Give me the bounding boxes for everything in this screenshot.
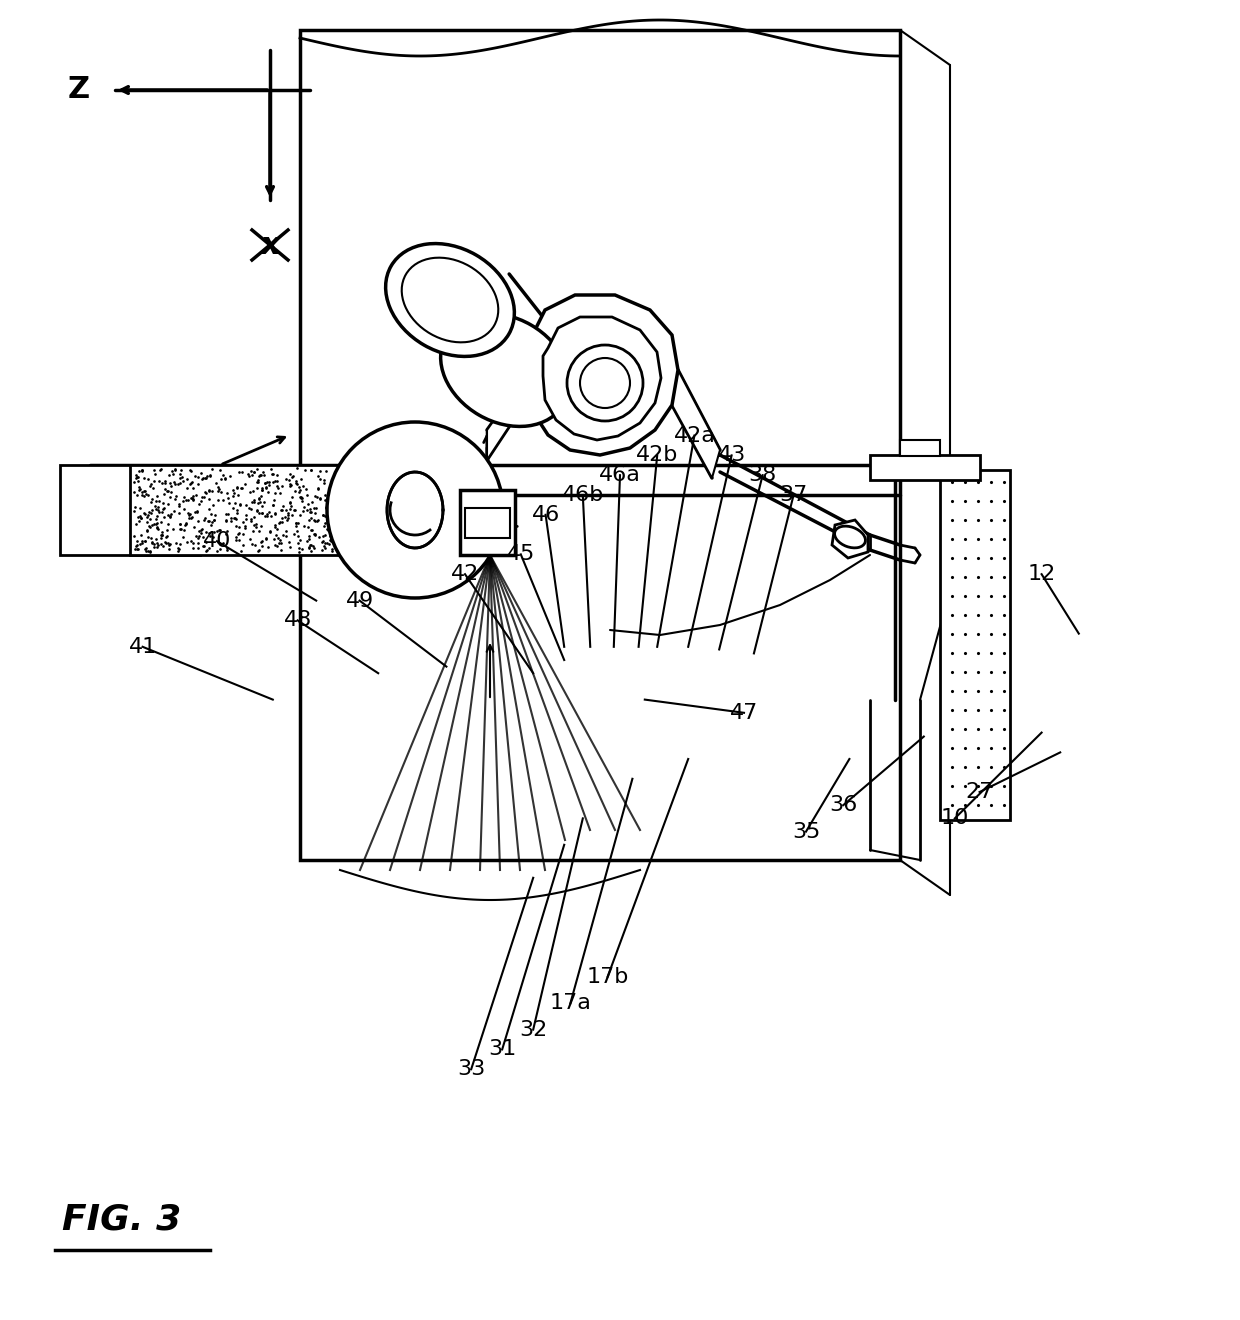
Ellipse shape xyxy=(440,314,569,426)
Text: 46a: 46a xyxy=(599,465,641,486)
Text: 47: 47 xyxy=(730,702,758,723)
Polygon shape xyxy=(460,490,515,554)
Text: 38: 38 xyxy=(749,465,776,486)
Text: x: x xyxy=(260,231,280,260)
Polygon shape xyxy=(487,370,529,459)
Polygon shape xyxy=(529,294,678,455)
Ellipse shape xyxy=(327,422,503,598)
Ellipse shape xyxy=(386,244,515,356)
Polygon shape xyxy=(465,508,510,539)
Text: 27: 27 xyxy=(966,781,993,803)
Polygon shape xyxy=(543,317,661,440)
Text: 42b: 42b xyxy=(636,445,678,466)
Text: 43: 43 xyxy=(718,445,745,466)
Text: FIG. 3: FIG. 3 xyxy=(62,1203,181,1237)
Text: 40: 40 xyxy=(203,531,231,552)
Text: 49: 49 xyxy=(346,590,373,611)
Text: 42a: 42a xyxy=(673,425,715,446)
Polygon shape xyxy=(900,440,940,455)
Text: 32: 32 xyxy=(520,1019,547,1040)
Ellipse shape xyxy=(580,358,630,408)
Text: 36: 36 xyxy=(830,795,857,816)
Ellipse shape xyxy=(402,257,498,342)
Polygon shape xyxy=(672,370,720,478)
Polygon shape xyxy=(387,473,443,548)
Text: 46b: 46b xyxy=(562,484,604,506)
Text: 35: 35 xyxy=(792,821,820,842)
Text: 33: 33 xyxy=(458,1059,485,1080)
Ellipse shape xyxy=(567,345,644,421)
Polygon shape xyxy=(832,520,868,558)
Polygon shape xyxy=(300,30,900,861)
Polygon shape xyxy=(130,465,340,554)
Text: 48: 48 xyxy=(284,610,311,631)
Ellipse shape xyxy=(835,527,866,548)
Text: 42: 42 xyxy=(451,564,479,585)
Polygon shape xyxy=(60,465,200,554)
Polygon shape xyxy=(940,470,1011,820)
Text: 46: 46 xyxy=(532,504,559,525)
Text: 10: 10 xyxy=(941,808,968,829)
Text: 17a: 17a xyxy=(549,993,591,1014)
Text: 41: 41 xyxy=(129,636,156,657)
Text: Z: Z xyxy=(68,75,91,104)
Text: 37: 37 xyxy=(780,484,807,506)
Text: 45: 45 xyxy=(507,544,534,565)
Text: 17b: 17b xyxy=(587,966,629,987)
Polygon shape xyxy=(870,455,980,480)
Text: 12: 12 xyxy=(1028,564,1055,585)
Text: 31: 31 xyxy=(489,1039,516,1060)
